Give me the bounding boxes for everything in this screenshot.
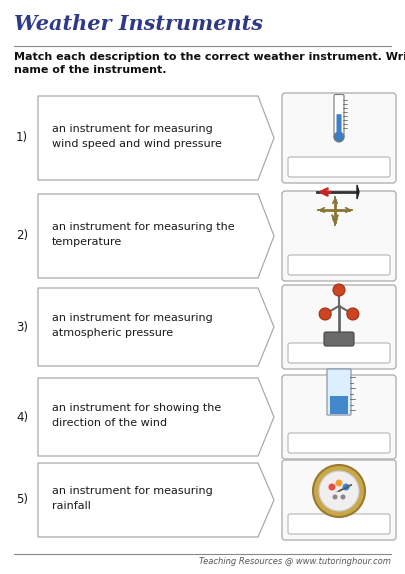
FancyBboxPatch shape: [288, 157, 390, 177]
Circle shape: [333, 284, 345, 296]
FancyBboxPatch shape: [288, 255, 390, 275]
FancyBboxPatch shape: [327, 369, 351, 415]
Text: 5): 5): [16, 494, 28, 506]
Text: Match each description to the correct weather instrument. Write the: Match each description to the correct we…: [14, 52, 405, 62]
Circle shape: [343, 483, 350, 491]
Circle shape: [313, 465, 365, 517]
Polygon shape: [38, 463, 274, 537]
Text: 1): 1): [16, 131, 28, 145]
Polygon shape: [357, 185, 359, 199]
FancyBboxPatch shape: [334, 95, 344, 138]
FancyBboxPatch shape: [282, 93, 396, 183]
FancyBboxPatch shape: [282, 375, 396, 459]
Text: 4): 4): [16, 410, 28, 424]
Text: an instrument for measuring: an instrument for measuring: [52, 486, 213, 496]
Text: Teaching Resources @ www.tutoringhour.com: Teaching Resources @ www.tutoringhour.co…: [199, 557, 391, 565]
Circle shape: [341, 494, 345, 499]
Circle shape: [333, 494, 337, 499]
Text: 2): 2): [16, 230, 28, 242]
Text: Weather Instruments: Weather Instruments: [14, 14, 263, 34]
Circle shape: [328, 483, 335, 491]
Circle shape: [335, 479, 343, 487]
Text: 3): 3): [16, 320, 28, 333]
Polygon shape: [38, 194, 274, 278]
Polygon shape: [38, 288, 274, 366]
Polygon shape: [38, 96, 274, 180]
Text: temperature: temperature: [52, 237, 122, 247]
Text: an instrument for measuring the: an instrument for measuring the: [52, 222, 234, 232]
FancyBboxPatch shape: [324, 332, 354, 346]
Circle shape: [334, 132, 344, 142]
Polygon shape: [38, 378, 274, 456]
Text: name of the instrument.: name of the instrument.: [14, 65, 166, 75]
Text: an instrument for measuring: an instrument for measuring: [52, 124, 213, 134]
Text: wind speed and wind pressure: wind speed and wind pressure: [52, 139, 222, 149]
Bar: [330, 397, 348, 414]
Text: direction of the wind: direction of the wind: [52, 418, 167, 428]
FancyBboxPatch shape: [288, 514, 390, 534]
Text: atmospheric pressure: atmospheric pressure: [52, 328, 173, 338]
Circle shape: [319, 308, 331, 320]
FancyBboxPatch shape: [282, 285, 396, 369]
FancyBboxPatch shape: [337, 114, 341, 138]
Text: an instrument for measuring: an instrument for measuring: [52, 313, 213, 323]
Circle shape: [319, 471, 359, 511]
FancyBboxPatch shape: [282, 191, 396, 281]
FancyBboxPatch shape: [282, 460, 396, 540]
FancyBboxPatch shape: [288, 433, 390, 453]
Circle shape: [347, 308, 359, 320]
FancyBboxPatch shape: [288, 343, 390, 363]
Text: an instrument for showing the: an instrument for showing the: [52, 403, 221, 413]
Text: rainfall: rainfall: [52, 501, 91, 511]
